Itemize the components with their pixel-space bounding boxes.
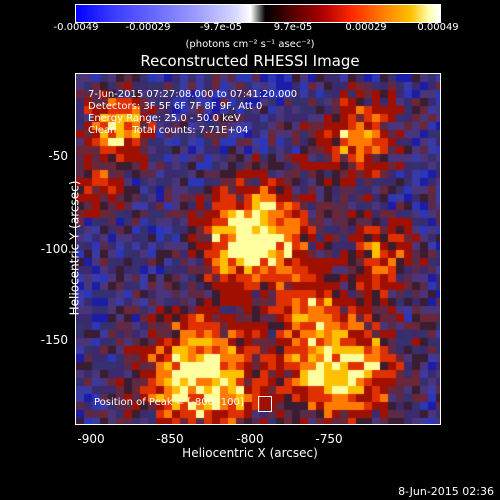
colorbar-tick: 0.00029 bbox=[345, 22, 387, 33]
heatmap-image bbox=[76, 74, 440, 424]
info-total-counts: Clean Total counts: 7.71E+04 bbox=[88, 125, 249, 136]
x-tick: -850 bbox=[156, 432, 184, 446]
info-peak-position: Position of Peak = [-800,-100] bbox=[94, 397, 244, 408]
x-tick: -750 bbox=[315, 432, 343, 446]
x-axis-label: Heliocentric X (arcsec) bbox=[182, 446, 318, 460]
colorbar-units: (photons cm⁻² s⁻¹ asec⁻²) bbox=[185, 39, 315, 50]
y-tick: -100 bbox=[40, 242, 68, 256]
colorbar-tick: -9.7e-05 bbox=[200, 22, 242, 33]
timestamp: 8-Jun-2015 02:36 bbox=[398, 485, 494, 498]
colorbar-tick: -0.00029 bbox=[125, 22, 171, 33]
info-time-range: 7-Jun-2015 07:27:08.000 to 07:41:20.000 bbox=[88, 89, 298, 100]
info-detectors: Detectors: 3F 5F 6F 7F 8F 9F, Att 0 bbox=[88, 101, 263, 112]
x-tick: -900 bbox=[77, 432, 105, 446]
y-tick: -50 bbox=[48, 149, 68, 163]
y-tick: -150 bbox=[40, 333, 68, 347]
rhessi-image-panel: 7-Jun-2015 07:27:08.000 to 07:41:20.000 … bbox=[75, 73, 441, 425]
x-tick: -800 bbox=[236, 432, 264, 446]
plot-title: Reconstructed RHESSI Image bbox=[140, 52, 360, 70]
colorbar-tick: 0.00049 bbox=[417, 22, 459, 33]
colorbar bbox=[75, 4, 441, 23]
y-axis-label: Heliocentric Y (arcsec) bbox=[67, 180, 82, 316]
colorbar-tick: -0.00049 bbox=[53, 22, 99, 33]
colorbar-tick: 9.7e-05 bbox=[273, 22, 313, 33]
peak-marker bbox=[258, 396, 272, 412]
info-energy-range: Energy Range: 25.0 - 50.0 keV bbox=[88, 113, 241, 124]
